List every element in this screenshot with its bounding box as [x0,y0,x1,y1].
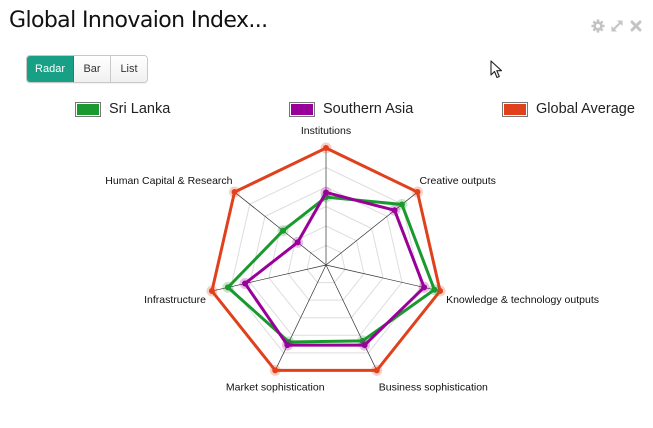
gear-icon[interactable] [591,19,605,33]
mouse-pointer-icon [490,60,504,85]
axis-spoke [325,264,441,292]
series-point-global-average [231,189,238,196]
radar-view-button[interactable]: Radar [27,56,74,82]
series-point-sri-lanka [431,286,438,293]
legend-label: Southern Asia [323,101,414,117]
view-toggle: Radar Bar List [26,55,148,83]
expand-icon[interactable] [610,19,624,33]
series-point-global-average [373,367,380,374]
series-line-sri-lanka [225,195,437,344]
series-point-southern-asia [391,207,398,214]
axis-spoke [325,264,378,371]
series-point-global-average [208,288,215,295]
legend-item-sri-lanka[interactable]: Sri Lanka [75,99,170,119]
legend-label: Sri Lanka [109,101,171,117]
page-title: Global Innovaion Index... [9,8,268,33]
grid-ring [249,186,403,336]
axis-spoke [211,264,327,292]
legend-label: Global Average [536,101,635,117]
series-point-sri-lanka [280,227,287,234]
legend-item-global-average[interactable]: Global Average [502,99,635,119]
axis-label-human-capital-research: Human Capital & Research [105,175,232,187]
bar-view-button[interactable]: Bar [74,56,111,82]
series-point-global-average [323,145,329,151]
series-point-global-average [437,288,444,295]
legend-swatch [289,101,315,117]
series-point-southern-asia [361,342,368,349]
series-line-southern-asia [242,190,426,347]
legend-item-southern-asia[interactable]: Southern Asia [289,99,413,119]
grid-ring [230,166,422,354]
axis-spoke [234,191,327,266]
series-point-sri-lanka [224,284,231,291]
series-point-sri-lanka [398,201,405,208]
axis-spoke [274,264,327,371]
axis-label-institutions: Institutions [301,125,351,137]
grid-ring [306,244,346,284]
series-point-southern-asia [421,284,428,291]
series-point-southern-asia [242,280,249,287]
legend-swatch [502,101,528,117]
series-point-global-average [272,367,279,374]
close-icon[interactable] [629,19,643,33]
series-point-southern-asia [323,189,329,196]
series-point-southern-asia [284,342,291,349]
legend-swatch [75,101,101,117]
series-line-global-average [210,146,442,372]
list-view-button[interactable]: List [111,56,147,82]
axis-label-business-sophistication: Business sophistication [379,381,488,393]
axis-label-knowledge-technology-outputs: Knowledge & technology outputs [446,294,599,306]
series-point-global-average [414,189,421,196]
axis-label-infrastructure: Infrastructure [144,294,206,306]
axis-label-market-sophistication: Market sophistication [226,381,325,393]
series-point-southern-asia [294,239,301,246]
axis-label-creative-outputs: Creative outputs [419,175,495,187]
